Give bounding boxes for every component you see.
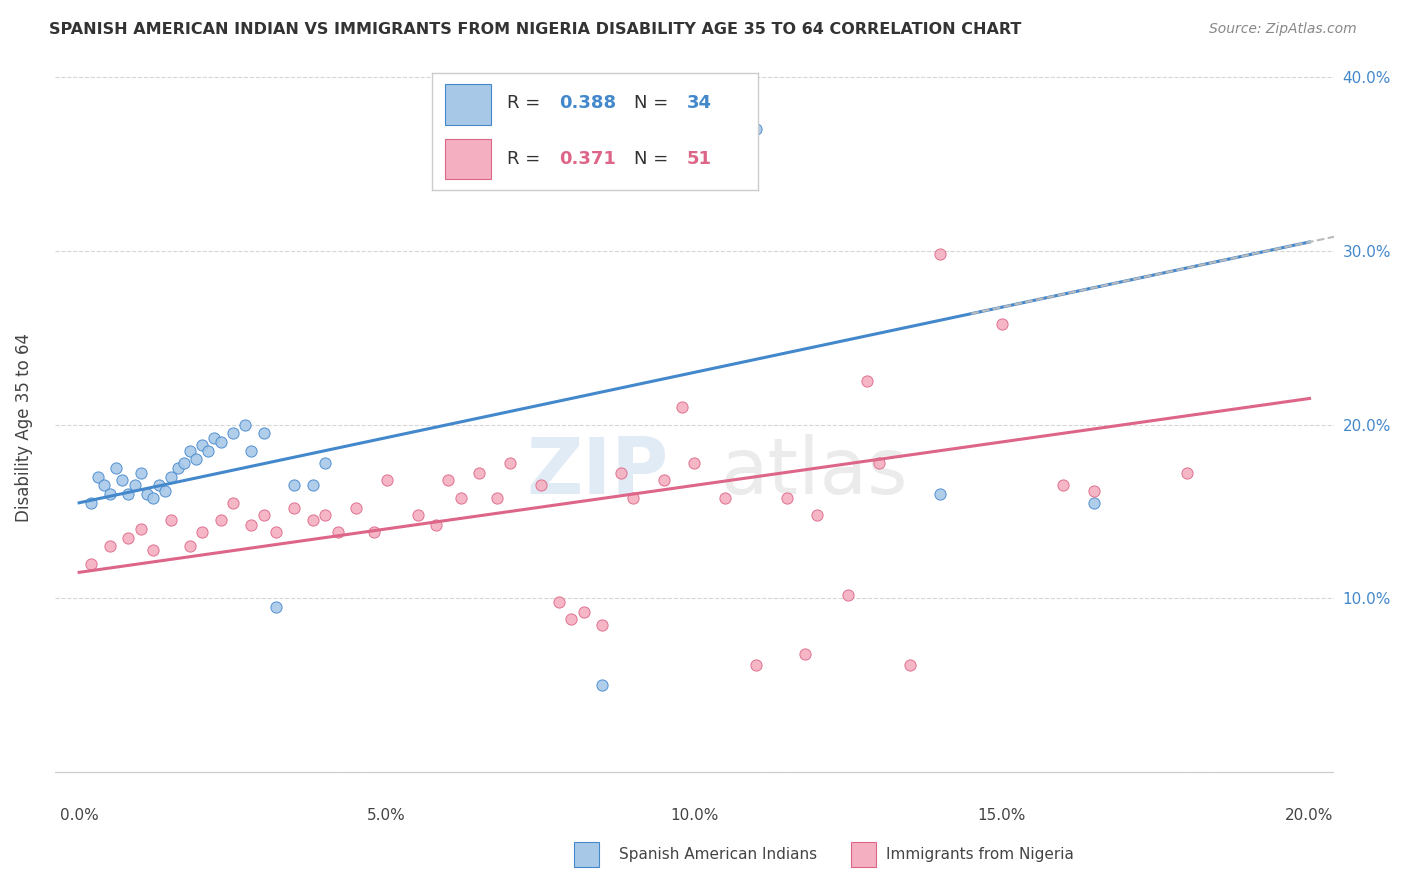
- Point: [129, 467, 152, 481]
- Point: [1083, 496, 1105, 510]
- Point: [609, 467, 631, 481]
- Point: [560, 612, 582, 626]
- Text: SPANISH AMERICAN INDIAN VS IMMIGRANTS FROM NIGERIA DISABILITY AGE 35 TO 64 CORRE: SPANISH AMERICAN INDIAN VS IMMIGRANTS FR…: [49, 22, 1022, 37]
- Point: [166, 461, 188, 475]
- Point: [375, 473, 398, 487]
- Point: [98, 539, 121, 553]
- Point: [745, 122, 768, 136]
- Point: [179, 443, 201, 458]
- Point: [929, 487, 952, 501]
- Point: [233, 417, 256, 432]
- Point: [671, 400, 693, 414]
- Point: [794, 647, 817, 661]
- Point: [283, 478, 305, 492]
- Point: [314, 508, 336, 522]
- Point: [450, 491, 472, 505]
- Point: [135, 487, 157, 501]
- Point: [173, 456, 195, 470]
- Point: [302, 513, 325, 527]
- Point: [191, 438, 214, 452]
- Text: Immigrants from Nigeria: Immigrants from Nigeria: [886, 847, 1074, 862]
- Point: [253, 508, 276, 522]
- Point: [160, 513, 183, 527]
- Point: [80, 557, 103, 571]
- Point: [775, 491, 797, 505]
- Point: [929, 247, 952, 261]
- Point: [1052, 478, 1074, 492]
- Point: [529, 478, 551, 492]
- Point: [425, 518, 447, 533]
- Point: [191, 525, 214, 540]
- Point: [98, 487, 121, 501]
- Point: [363, 525, 385, 540]
- Point: [344, 501, 367, 516]
- Point: [197, 443, 219, 458]
- Point: [745, 657, 768, 672]
- Point: [179, 539, 201, 553]
- Point: [264, 525, 287, 540]
- Point: [80, 496, 103, 510]
- Point: [240, 518, 263, 533]
- Point: [222, 496, 245, 510]
- Point: [621, 491, 644, 505]
- Point: [105, 461, 128, 475]
- Point: [253, 426, 276, 441]
- Point: [124, 478, 146, 492]
- Point: [855, 374, 877, 388]
- Point: [93, 478, 115, 492]
- Point: [142, 491, 165, 505]
- Point: [240, 443, 263, 458]
- Point: [209, 513, 232, 527]
- Point: [806, 508, 828, 522]
- Point: [437, 473, 460, 487]
- Point: [499, 456, 522, 470]
- Point: [117, 531, 139, 545]
- Point: [264, 600, 287, 615]
- Point: [591, 678, 613, 692]
- Point: [111, 473, 134, 487]
- Point: [1175, 467, 1198, 481]
- Point: [1083, 483, 1105, 498]
- Point: [548, 595, 571, 609]
- Point: [652, 473, 675, 487]
- Y-axis label: Disability Age 35 to 64: Disability Age 35 to 64: [15, 333, 32, 522]
- Point: [302, 478, 325, 492]
- Point: [184, 452, 207, 467]
- Point: [572, 605, 595, 619]
- Point: [204, 432, 226, 446]
- Point: [868, 456, 890, 470]
- Point: [406, 508, 429, 522]
- Point: [117, 487, 139, 501]
- Point: [222, 426, 245, 441]
- Point: [714, 491, 737, 505]
- Point: [314, 456, 336, 470]
- Point: [326, 525, 349, 540]
- Point: [148, 478, 170, 492]
- Point: [209, 434, 232, 449]
- Point: [142, 542, 165, 557]
- Point: [468, 467, 491, 481]
- Point: [898, 657, 921, 672]
- Point: [160, 469, 183, 483]
- Point: [155, 483, 177, 498]
- Point: [283, 501, 305, 516]
- Point: [991, 317, 1014, 331]
- Point: [486, 491, 509, 505]
- Point: [129, 522, 152, 536]
- Text: Source: ZipAtlas.com: Source: ZipAtlas.com: [1209, 22, 1357, 37]
- Text: atlas: atlas: [720, 434, 907, 510]
- Point: [86, 469, 108, 483]
- Text: Spanish American Indians: Spanish American Indians: [619, 847, 817, 862]
- Point: [591, 617, 613, 632]
- Point: [683, 456, 706, 470]
- Text: ZIP: ZIP: [526, 434, 669, 510]
- Point: [837, 588, 859, 602]
